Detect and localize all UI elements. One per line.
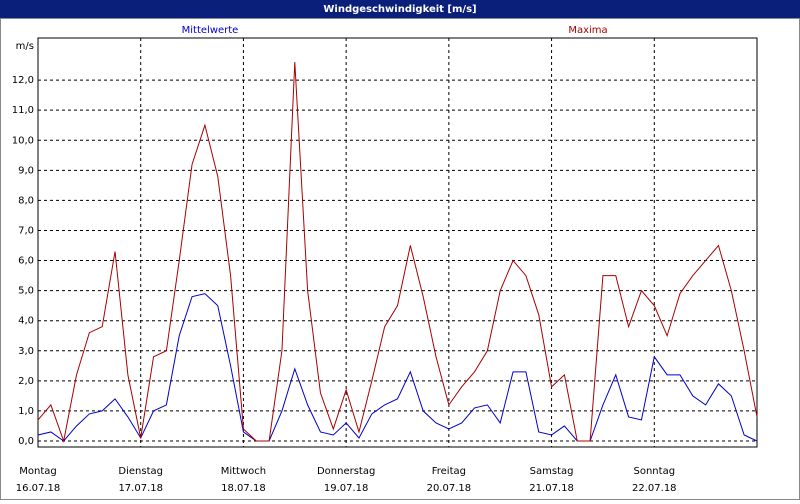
x-tick-label: 20.07.18 xyxy=(427,483,472,494)
y-tick-label: 12,0 xyxy=(12,75,34,86)
x-tick-label: Mittwoch xyxy=(221,466,266,477)
y-tick-label: 0,0 xyxy=(18,436,34,447)
title-bar xyxy=(0,0,800,18)
y-axis-label: m/s xyxy=(16,41,34,52)
y-tick-label: 4,0 xyxy=(18,316,34,327)
y-tick-label: 8,0 xyxy=(18,195,34,206)
y-tick-label: 1,0 xyxy=(18,406,34,417)
x-tick-label: Dienstag xyxy=(118,466,163,477)
x-tick-label: 22.07.18 xyxy=(632,483,677,494)
legend-label: Mittelwerte xyxy=(182,25,239,36)
x-tick-label: 17.07.18 xyxy=(118,483,163,494)
y-tick-label: 11,0 xyxy=(12,105,34,116)
x-tick-label: Freitag xyxy=(432,466,466,477)
x-tick-label: 18.07.18 xyxy=(221,483,266,494)
legend-label: Maxima xyxy=(568,25,607,36)
series-line xyxy=(37,293,758,442)
y-tick-label: 7,0 xyxy=(18,225,34,236)
y-tick-label: 5,0 xyxy=(18,286,34,297)
y-tick-label: 9,0 xyxy=(18,165,34,176)
y-tick-label: 3,0 xyxy=(18,346,34,357)
x-tick-label: 21.07.18 xyxy=(529,483,574,494)
x-tick-label: Donnerstag xyxy=(317,466,375,477)
x-tick-label: Sonntag xyxy=(634,466,676,477)
x-tick-label: 19.07.18 xyxy=(324,483,369,494)
series-line xyxy=(37,62,758,443)
x-tick-label: 16.07.18 xyxy=(16,483,61,494)
y-tick-label: 10,0 xyxy=(12,135,34,146)
plot-area xyxy=(37,37,758,448)
y-tick-label: 2,0 xyxy=(18,376,34,387)
x-tick-label: Samstag xyxy=(530,466,574,477)
x-tick-label: Montag xyxy=(19,466,56,477)
chart-title: Windgeschwindigkeit [m/s] xyxy=(323,4,476,15)
y-tick-label: 6,0 xyxy=(18,256,34,267)
